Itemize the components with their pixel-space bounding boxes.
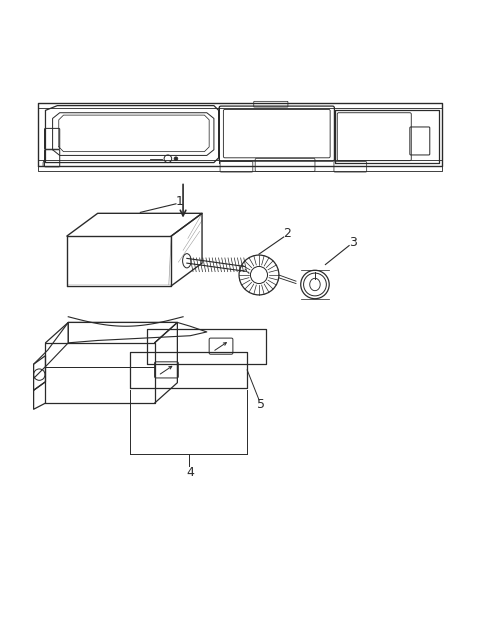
Circle shape bbox=[174, 157, 178, 160]
Circle shape bbox=[239, 255, 279, 295]
Text: 1: 1 bbox=[175, 195, 183, 208]
Text: 2: 2 bbox=[284, 227, 291, 240]
Text: 5: 5 bbox=[257, 398, 265, 411]
Circle shape bbox=[251, 266, 267, 283]
Circle shape bbox=[303, 273, 326, 296]
Text: 4: 4 bbox=[186, 466, 194, 479]
Ellipse shape bbox=[182, 253, 191, 268]
Ellipse shape bbox=[301, 270, 329, 299]
Text: 3: 3 bbox=[349, 236, 357, 249]
